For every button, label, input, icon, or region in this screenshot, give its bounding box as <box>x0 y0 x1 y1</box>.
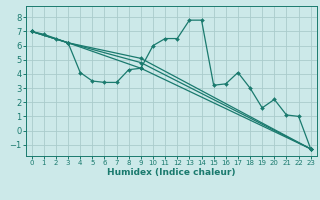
X-axis label: Humidex (Indice chaleur): Humidex (Indice chaleur) <box>107 168 236 177</box>
